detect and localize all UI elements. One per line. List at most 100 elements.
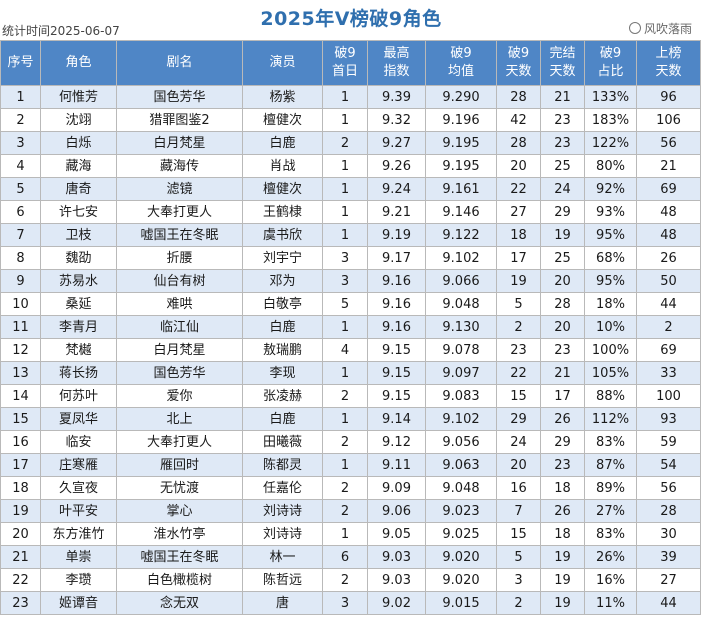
cell-ratio: 87% bbox=[584, 453, 637, 477]
cell-days: 28 bbox=[496, 85, 541, 109]
header-seq: 序号 bbox=[0, 40, 41, 86]
table-row: 13 蒋长扬 国色芳华 李现 1 9.15 9.097 22 21 105% 33 bbox=[0, 361, 701, 385]
cell-first-day: 2 bbox=[322, 430, 368, 454]
cell-role: 卫枝 bbox=[40, 223, 117, 247]
header-days-l1: 破9 bbox=[507, 46, 530, 61]
cell-days: 20 bbox=[496, 154, 541, 178]
cell-max-index: 9.27 bbox=[367, 131, 426, 155]
cell-days: 20 bbox=[496, 453, 541, 477]
cell-list-days: 39 bbox=[636, 545, 701, 569]
header-ratio-l2: 占比 bbox=[597, 64, 624, 79]
cell-seq: 6 bbox=[0, 200, 41, 224]
cell-days: 18 bbox=[496, 223, 541, 247]
cell-max-index: 9.15 bbox=[367, 361, 426, 385]
header-max-index: 最高 指数 bbox=[367, 40, 426, 86]
cell-finished: 23 bbox=[540, 338, 585, 362]
cell-seq: 15 bbox=[0, 407, 41, 431]
cell-actor: 陈哲远 bbox=[242, 568, 323, 592]
cell-first-day: 3 bbox=[322, 246, 368, 270]
cell-max-index: 9.15 bbox=[367, 384, 426, 408]
cell-seq: 7 bbox=[0, 223, 41, 247]
cell-first-day: 1 bbox=[322, 407, 368, 431]
page-title: 2025年V榜破9角色 bbox=[260, 8, 442, 30]
table-row: 15 夏凤华 北上 白鹿 1 9.14 9.102 29 26 112% 93 bbox=[0, 407, 701, 431]
cell-actor: 田曦薇 bbox=[242, 430, 323, 454]
cell-list-days: 44 bbox=[636, 292, 701, 316]
cell-finished: 19 bbox=[540, 545, 585, 569]
cell-max-index: 9.24 bbox=[367, 177, 426, 201]
cell-first-day: 2 bbox=[322, 476, 368, 500]
cell-ratio: 183% bbox=[584, 108, 637, 132]
cell-drama: 藏海传 bbox=[116, 154, 243, 178]
cell-role: 李青月 bbox=[40, 315, 117, 339]
cell-max-index: 9.14 bbox=[367, 407, 426, 431]
table-row: 22 李瓒 白色橄榄树 陈哲远 2 9.03 9.020 3 19 16% 27 bbox=[0, 568, 701, 592]
cell-first-day: 1 bbox=[322, 453, 368, 477]
header-actor: 演员 bbox=[242, 40, 323, 86]
cell-role: 姬谭音 bbox=[40, 591, 117, 615]
cell-list-days: 59 bbox=[636, 430, 701, 454]
watermark-text: 风吹落雨 bbox=[643, 22, 692, 36]
table-row: 18 久宣夜 无忧渡 任嘉伦 2 9.09 9.048 16 18 89% 56 bbox=[0, 476, 701, 500]
cell-avg: 9.066 bbox=[425, 269, 497, 293]
cell-first-day: 2 bbox=[322, 131, 368, 155]
cell-avg: 9.102 bbox=[425, 407, 497, 431]
cell-first-day: 1 bbox=[322, 361, 368, 385]
cell-drama: 国色芳华 bbox=[116, 361, 243, 385]
cell-seq: 9 bbox=[0, 269, 41, 293]
cell-first-day: 1 bbox=[322, 522, 368, 546]
cell-role: 何惟芳 bbox=[40, 85, 117, 109]
table-row: 16 临安 大奉打更人 田曦薇 2 9.12 9.056 24 29 83% 59 bbox=[0, 430, 701, 454]
cell-first-day: 5 bbox=[322, 292, 368, 316]
cell-max-index: 9.17 bbox=[367, 246, 426, 270]
table-row: 1 何惟芳 国色芳华 杨紫 1 9.39 9.290 28 21 133% 96 bbox=[0, 85, 701, 109]
cell-drama: 嘘国王在冬眠 bbox=[116, 545, 243, 569]
cell-actor: 陈都灵 bbox=[242, 453, 323, 477]
cell-max-index: 9.12 bbox=[367, 430, 426, 454]
header-avg-l1: 破9 bbox=[450, 46, 472, 61]
cell-finished: 25 bbox=[540, 154, 585, 178]
cell-seq: 11 bbox=[0, 315, 41, 339]
cell-role: 夏凤华 bbox=[40, 407, 117, 431]
cell-drama: 淮水竹亭 bbox=[116, 522, 243, 546]
cell-seq: 8 bbox=[0, 246, 41, 270]
cell-days: 2 bbox=[496, 315, 541, 339]
cell-finished: 21 bbox=[540, 361, 585, 385]
cell-actor: 林一 bbox=[242, 545, 323, 569]
table-row: 8 魏劭 折腰 刘宇宁 3 9.17 9.102 17 25 68% 26 bbox=[0, 246, 701, 270]
cell-actor: 王鹤棣 bbox=[242, 200, 323, 224]
cell-days: 2 bbox=[496, 591, 541, 615]
cell-max-index: 9.15 bbox=[367, 338, 426, 362]
cell-avg: 9.020 bbox=[425, 568, 497, 592]
header-max-index-l2: 指数 bbox=[383, 64, 410, 79]
cell-max-index: 9.39 bbox=[367, 85, 426, 109]
table-row: 7 卫枝 嘘国王在冬眠 虞书欣 1 9.19 9.122 18 19 95% 48 bbox=[0, 223, 701, 247]
cell-list-days: 48 bbox=[636, 223, 701, 247]
cell-seq: 3 bbox=[0, 131, 41, 155]
cell-list-days: 54 bbox=[636, 453, 701, 477]
header-ratio: 破9 占比 bbox=[584, 40, 637, 86]
table-row: 5 唐奇 滤镜 檀健次 1 9.24 9.161 22 24 92% 69 bbox=[0, 177, 701, 201]
cell-role: 魏劭 bbox=[40, 246, 117, 270]
header-finished-l2: 天数 bbox=[549, 64, 576, 79]
cell-drama: 折腰 bbox=[116, 246, 243, 270]
cell-finished: 29 bbox=[540, 200, 585, 224]
cell-finished: 20 bbox=[540, 315, 585, 339]
cell-first-day: 6 bbox=[322, 545, 368, 569]
cell-drama: 大奉打更人 bbox=[116, 430, 243, 454]
cell-ratio: 11% bbox=[584, 591, 637, 615]
cell-actor: 刘宇宁 bbox=[242, 246, 323, 270]
cell-seq: 18 bbox=[0, 476, 41, 500]
table-row: 23 姬谭音 念无双唐 3 9.02 9.015 2 19 11% 44 bbox=[0, 591, 701, 615]
cell-first-day: 1 bbox=[322, 177, 368, 201]
cell-seq: 21 bbox=[0, 545, 41, 569]
cell-actor: 白鹿 bbox=[242, 315, 323, 339]
cell-ratio: 18% bbox=[584, 292, 637, 316]
cell-seq: 20 bbox=[0, 522, 41, 546]
cell-avg: 9.196 bbox=[425, 108, 497, 132]
cell-actor: 李现 bbox=[242, 361, 323, 385]
cell-drama: 爱你 bbox=[116, 384, 243, 408]
header-first-day: 破9 首日 bbox=[322, 40, 368, 86]
cell-list-days: 33 bbox=[636, 361, 701, 385]
header-list-days: 上榜 天数 bbox=[636, 40, 701, 86]
